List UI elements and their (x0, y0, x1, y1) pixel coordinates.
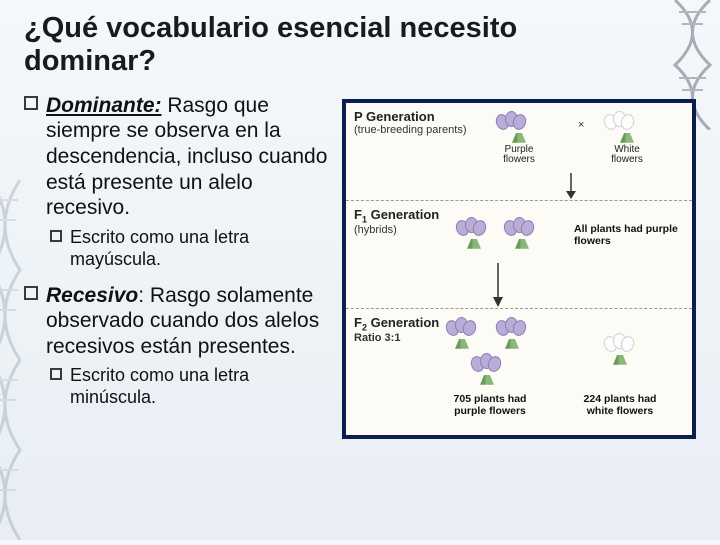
subbullet-dominante: Escrito como una letra mayúscula. (50, 227, 334, 271)
arrow-down-icon (564, 173, 578, 199)
p-generation-row: P Generation (true-breeding parents) Pur… (346, 103, 692, 201)
f2-generation-row: F2 Generation Ratio 3:1 (346, 309, 692, 435)
sub-dominante: Escrito como una letra mayúscula. (70, 227, 334, 271)
bullet-dominante: Dominante: Rasgo que siempre se observa … (24, 93, 334, 221)
f2-purple-count: 705 plants had purple flowers (442, 391, 538, 417)
f1-generation-row: F1 Generation (hybrids) All plants had p… (346, 201, 692, 309)
text-column: Dominante: Rasgo que siempre se observa … (24, 93, 334, 439)
subbullet-recesivo: Escrito como una letra minúscula. (50, 365, 334, 409)
purple-label: Purple flowers (496, 145, 542, 166)
purple-flower (446, 317, 478, 349)
term-recesivo: Recesivo (46, 284, 138, 307)
bullet-icon (24, 286, 38, 300)
bullet-icon (50, 230, 62, 242)
purple-flower (496, 317, 528, 349)
f2-white-count: 224 plants had white flowers (572, 391, 668, 417)
white-flower: White flowers (604, 111, 650, 166)
purple-flower: Purple flowers (496, 111, 542, 166)
white-label: White flowers (604, 145, 650, 166)
purple-flower (456, 217, 492, 249)
term-dominante: Dominante: (46, 94, 162, 117)
purple-flower (471, 353, 503, 385)
sub-recesivo: Escrito como una letra minúscula. (70, 365, 334, 409)
purple-flower (504, 217, 540, 249)
white-flower (604, 333, 636, 365)
generations-diagram: P Generation (true-breeding parents) Pur… (342, 99, 696, 439)
cross-symbol: × (578, 119, 584, 131)
slide-title: ¿Qué vocabulario esencial necesito domin… (24, 12, 696, 79)
bullet-icon (24, 96, 38, 110)
f1-caption: All plants had purple flowers (574, 221, 682, 247)
bullet-recesivo: Recesivo: Rasgo solamente observado cuan… (24, 283, 334, 360)
bullet-icon (50, 368, 62, 380)
arrow-down-icon (491, 263, 505, 307)
